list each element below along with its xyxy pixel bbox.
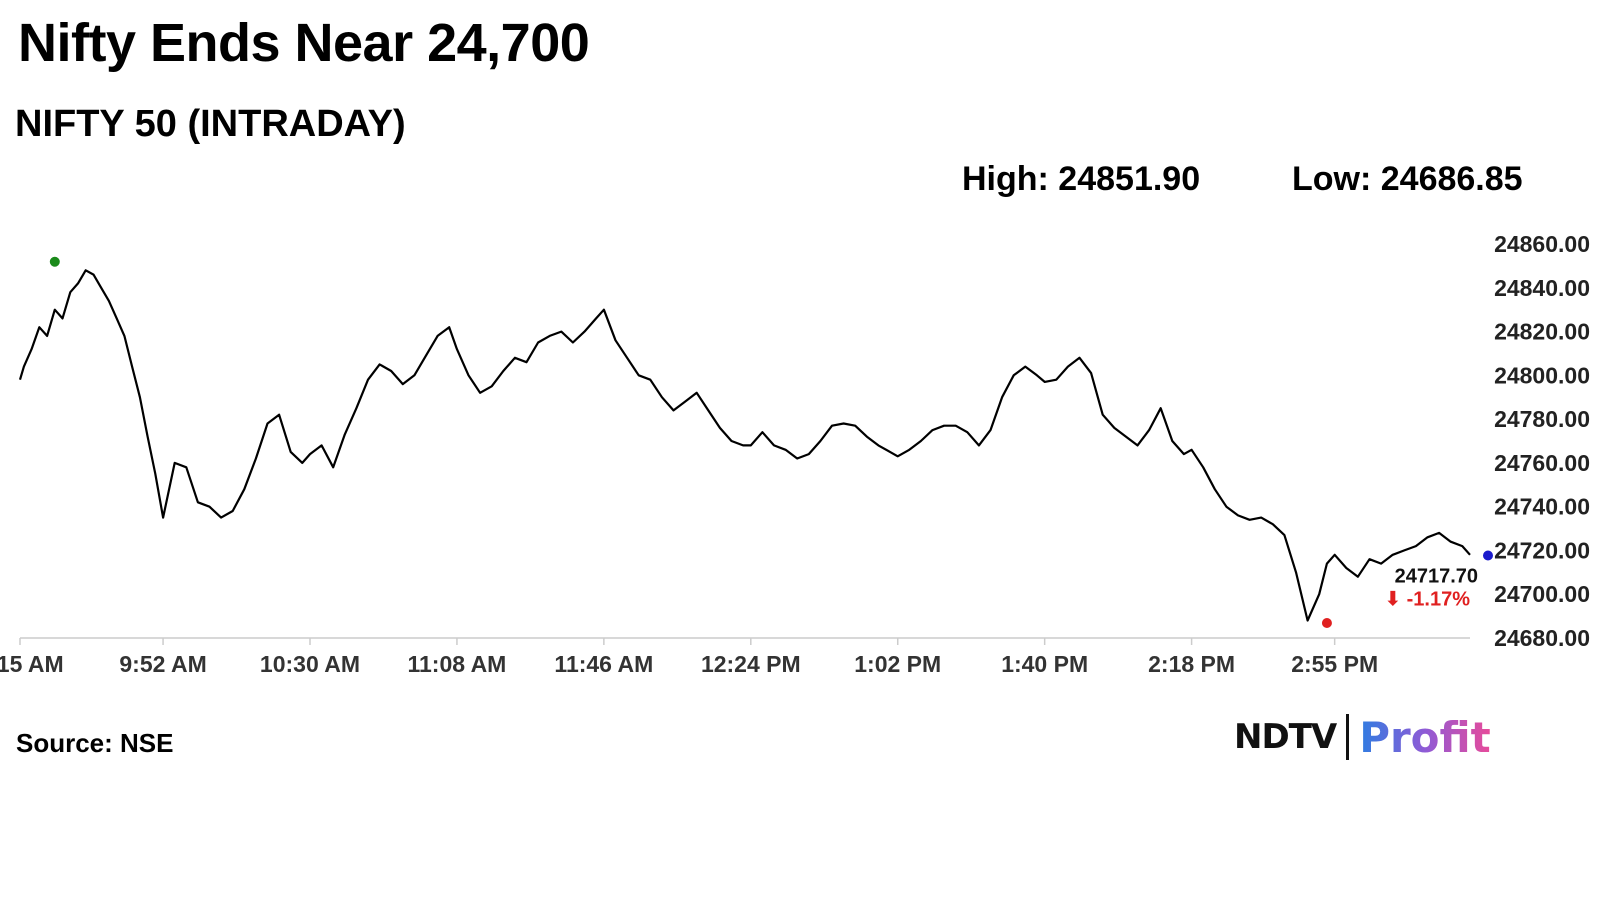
y-tick-label: 24800.00 <box>1494 362 1590 388</box>
day-low-stat: Low: 24686.85 <box>1292 160 1523 198</box>
x-tick-label: 2:18 PM <box>1148 651 1235 677</box>
y-tick-label: 24820.00 <box>1494 319 1590 345</box>
x-tick-label: 11:46 AM <box>554 651 653 677</box>
y-tick-label: 24840.00 <box>1494 275 1590 301</box>
y-tick-label: 24680.00 <box>1494 625 1590 651</box>
chart-subtitle: NIFTY 50 (INTRADAY) <box>15 103 406 145</box>
day-high-marker <box>49 256 60 267</box>
x-tick-label: 10:30 AM <box>260 651 360 677</box>
day-low-marker <box>1321 618 1332 629</box>
chart-title: Nifty Ends Near 24,700 <box>18 13 590 73</box>
intraday-line-chart: 24860.00 24840.00 24820.00 24800.00 24780.00… <box>0 231 1590 677</box>
x-tick-label: 9:52 AM <box>119 651 206 677</box>
x-tick-label: 9:15 AM <box>0 651 64 677</box>
x-tick-label: 11:08 AM <box>407 651 506 677</box>
y-tick-label: 24720.00 <box>1494 537 1590 563</box>
y-tick-label: 24740.00 <box>1494 494 1590 520</box>
logo-ndtv-text: NDTV <box>1234 717 1337 757</box>
last-price-marker <box>1483 550 1493 561</box>
last-price-label: 24717.70 <box>1395 565 1478 587</box>
day-high-stat: High: 24851.90 <box>962 160 1201 198</box>
y-tick-label: 24760.00 <box>1494 450 1590 476</box>
logo-divider <box>1346 714 1350 760</box>
y-tick-label: 24860.00 <box>1494 231 1590 257</box>
x-tick-label: 1:02 PM <box>854 651 941 677</box>
logo-profit-text: Profit <box>1359 712 1491 762</box>
source-label: Source: NSE <box>16 728 174 758</box>
change-percent-label: ⬇ -1.17% <box>1384 588 1470 610</box>
price-series-line <box>18 269 1471 622</box>
x-tick-label: 2:55 PM <box>1291 651 1378 677</box>
x-tick-label: 1:40 PM <box>1001 651 1088 677</box>
y-tick-label: 24780.00 <box>1494 406 1590 432</box>
x-tick-label: 12:24 PM <box>701 651 801 677</box>
y-tick-label: 24700.00 <box>1494 581 1590 607</box>
ndtv-profit-logo: NDTV Profit <box>1234 712 1491 762</box>
